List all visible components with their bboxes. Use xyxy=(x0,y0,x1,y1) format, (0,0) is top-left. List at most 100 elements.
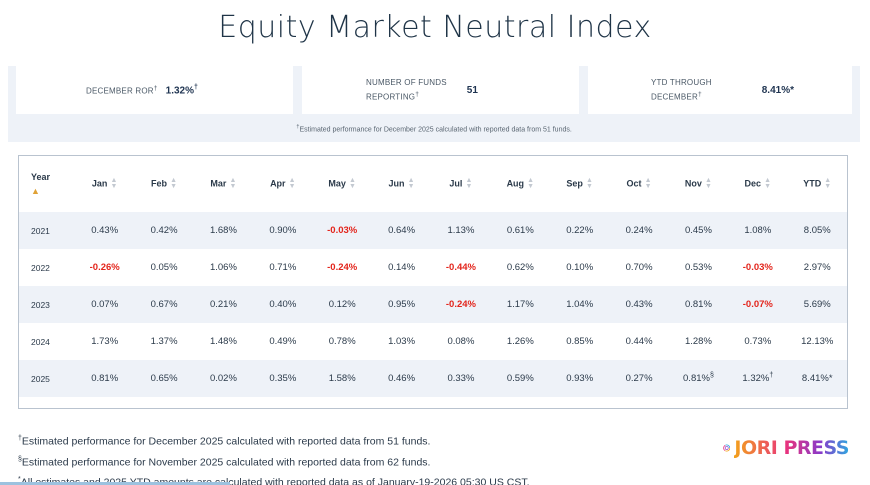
sort-arrows-icon[interactable]: ▲ ▼ xyxy=(824,177,832,190)
sort-arrows-icon[interactable]: ▲ ▼ xyxy=(229,177,237,190)
value-cell: 0.81% xyxy=(668,286,729,323)
value-cell: 0.33% xyxy=(431,360,491,397)
value-cell: 0.90% xyxy=(253,212,313,249)
december-ror-value: 1.32%† xyxy=(165,83,198,97)
december-ror-card: DECEMBER ROR† 1.32%† xyxy=(16,66,293,114)
value-cell: 0.53% xyxy=(684,262,712,273)
column-header-oct[interactable]: Oct ▲ ▼ xyxy=(609,156,668,212)
ring-logo-icon xyxy=(723,444,731,452)
column-header-label: Mar xyxy=(210,178,227,189)
returns-table: Year ▲ Jan ▲ ▼ Feb ▲ ▼ Mar ▲ ▼ Apr ▲ ▼ May ▲ ▼ Jun ▲ ▼ Jul… xyxy=(18,155,848,409)
value-cell: 0.62% xyxy=(506,262,534,273)
value-cell: 1.58% xyxy=(312,360,372,397)
footnote-nov: §Estimated performance for November 2025… xyxy=(18,455,431,469)
table-row: 2022 -0.26% 0.05% 1.06% 0.71% -0.24% 0.14% -0.4… xyxy=(19,249,847,286)
ytd-label: YTD THROUGH DECEMBER† xyxy=(651,77,712,102)
value-cell: 0.93% xyxy=(550,360,610,397)
value-cell: 0.10% xyxy=(566,262,594,273)
value-cell: 12.13% xyxy=(801,336,834,347)
column-header-may[interactable]: May ▲ ▼ xyxy=(313,156,372,212)
year-cell: 2025 xyxy=(19,360,75,397)
value-cell: -0.24% xyxy=(431,286,491,323)
funds-reporting-value: 51 xyxy=(466,84,478,96)
jori-press-logo: JORI PRESS xyxy=(723,431,849,465)
sort-arrows-icon[interactable]: ▲ ▼ xyxy=(348,177,356,190)
table-row: 2021 0.43% 0.42% 1.68% 0.90% -0.03% 0.64% 1.13%… xyxy=(19,212,847,249)
value-cell: 1.48% xyxy=(209,336,237,347)
value-cell: -0.07% xyxy=(728,286,788,323)
sort-arrows-icon[interactable]: ▲ ▼ xyxy=(110,177,118,190)
summary-panel: DECEMBER ROR† 1.32%† NUMBER OF FUNDS REP… xyxy=(8,66,860,142)
footnotes: †Estimated performance for December 2025… xyxy=(18,430,530,485)
sort-arrows-icon[interactable]: ▲ ▼ xyxy=(407,177,415,190)
value-cell: -0.03% xyxy=(742,262,773,273)
column-header-sep[interactable]: Sep ▲ ▼ xyxy=(550,156,609,212)
sort-arrows-icon[interactable]: ▲ ▼ xyxy=(585,177,593,190)
value-cell: 0.07% xyxy=(75,286,135,323)
year-cell: 2022 xyxy=(31,262,50,273)
sort-arrows-icon[interactable]: ▲ ▼ xyxy=(170,177,178,190)
sort-ascending-icon[interactable]: ▲ xyxy=(31,186,40,196)
value-cell: 0.21% xyxy=(193,286,254,323)
value-cell: 0.45% xyxy=(668,212,729,249)
column-header-label: Dec xyxy=(744,178,762,189)
value-cell: 0.71% xyxy=(269,262,297,273)
column-header-mar[interactable]: Mar ▲ ▼ xyxy=(194,156,253,212)
value-cell: 1.17% xyxy=(490,286,550,323)
table-row: 2025 0.81% 0.65% 0.02% 0.35% 1.58% 0.46% 0.33% 0… xyxy=(19,360,847,397)
value-cell: 0.24% xyxy=(609,212,669,249)
column-header-dec[interactable]: Dec ▲ ▼ xyxy=(728,156,787,212)
column-header-apr[interactable]: Apr ▲ ▼ xyxy=(253,156,312,212)
value-cell: 1.28% xyxy=(684,336,712,347)
value-cell: -0.44% xyxy=(445,262,476,273)
column-header-jul[interactable]: Jul ▲ ▼ xyxy=(431,156,490,212)
value-cell: 0.05% xyxy=(150,262,178,273)
column-header-label: Nov xyxy=(684,178,702,189)
value-cell: 1.26% xyxy=(506,336,534,347)
value-cell: 0.43% xyxy=(75,212,135,249)
sort-arrows-icon[interactable]: ▲ ▼ xyxy=(704,177,712,190)
footnote-all: *All estimates and 2025 YTD amounts are … xyxy=(18,476,530,485)
value-cell: 0.85% xyxy=(566,336,594,347)
column-header-aug[interactable]: Aug ▲ ▼ xyxy=(491,156,550,212)
sort-arrows-icon[interactable]: ▲ ▼ xyxy=(644,177,652,190)
column-header-year[interactable]: Year ▲ xyxy=(19,156,75,212)
value-cell: 0.43% xyxy=(609,286,669,323)
sort-arrows-icon[interactable]: ▲ ▼ xyxy=(527,177,535,190)
value-cell: 1.13% xyxy=(431,212,491,249)
column-header-label: YTD xyxy=(803,178,822,189)
column-header-label: Feb xyxy=(151,178,168,189)
value-cell: 0.22% xyxy=(550,212,610,249)
sort-arrows-icon[interactable]: ▲ ▼ xyxy=(764,177,772,190)
column-header-jan[interactable]: Jan ▲ ▼ xyxy=(75,156,134,212)
value-cell: 0.12% xyxy=(312,286,372,323)
value-cell: 1.32%† xyxy=(728,360,788,397)
value-cell: 0.44% xyxy=(625,336,653,347)
value-cell: 0.40% xyxy=(253,286,313,323)
value-cell: 0.65% xyxy=(134,360,194,397)
column-header-label: Oct xyxy=(626,178,642,189)
value-cell: 0.27% xyxy=(609,360,669,397)
sort-arrows-icon[interactable]: ▲ ▼ xyxy=(465,177,473,190)
column-header-ytd[interactable]: YTD ▲ ▼ xyxy=(788,156,848,212)
value-cell: -0.24% xyxy=(327,262,358,273)
table-row: 2023 0.07% 0.67% 0.21% 0.40% 0.12% 0.95% -0.24%… xyxy=(19,286,847,323)
value-cell: 2.97% xyxy=(803,262,831,273)
column-header-label: May xyxy=(328,178,346,189)
funds-reporting-card: NUMBER OF FUNDS REPORTING† 51 xyxy=(302,66,579,114)
value-cell: 0.14% xyxy=(388,262,416,273)
value-cell: 0.61% xyxy=(490,212,550,249)
december-ror-label: DECEMBER ROR† xyxy=(86,84,158,96)
column-header-jun[interactable]: Jun ▲ ▼ xyxy=(372,156,431,212)
value-cell: 0.78% xyxy=(328,336,356,347)
column-header-feb[interactable]: Feb ▲ ▼ xyxy=(134,156,193,212)
value-cell: 0.73% xyxy=(744,336,772,347)
sort-arrows-icon[interactable]: ▲ ▼ xyxy=(288,177,296,190)
value-cell: 0.59% xyxy=(490,360,550,397)
column-header-nov[interactable]: Nov ▲ ▼ xyxy=(669,156,728,212)
column-header-label: Jan xyxy=(91,178,108,189)
ytd-card: YTD THROUGH DECEMBER† 8.41%* xyxy=(588,66,852,114)
page-title: Equity Market Neutral Index xyxy=(218,10,652,45)
value-cell: 0.95% xyxy=(371,286,432,323)
value-cell: 1.08% xyxy=(728,212,788,249)
